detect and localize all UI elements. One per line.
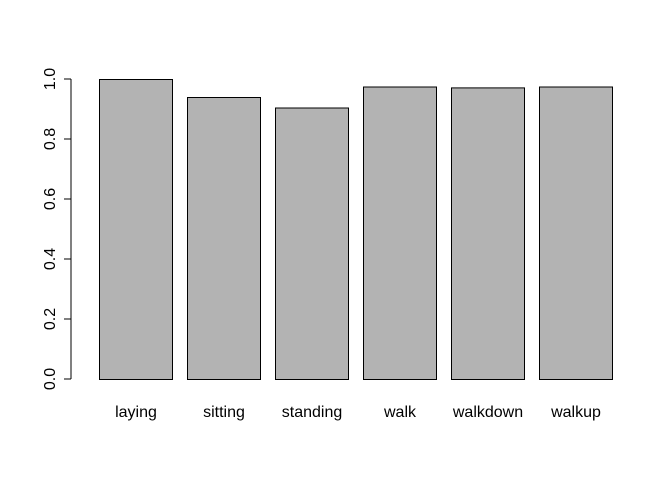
x-axis-labels: laying sitting standing walk walkdown walkup xyxy=(115,404,601,421)
x-tick-label-standing: standing xyxy=(282,404,343,421)
bar-walkup xyxy=(539,86,613,380)
bar-standing xyxy=(275,107,349,380)
bar-laying xyxy=(99,79,173,380)
y-tick-label: 0.0 xyxy=(42,368,59,390)
x-tick-label-laying: laying xyxy=(115,404,157,421)
bar-sitting xyxy=(187,97,261,380)
x-tick-label-walk: walk xyxy=(383,404,417,421)
y-tick-label: 0.4 xyxy=(42,248,59,270)
x-tick-label-walkdown: walkdown xyxy=(452,404,523,421)
y-tick-label: 0.6 xyxy=(42,188,59,210)
y-tick-label: 1.0 xyxy=(42,68,59,90)
bar-walkdown xyxy=(451,87,525,381)
x-tick-label-walkup: walkup xyxy=(550,404,601,421)
y-axis: 0.0 0.2 0.4 0.6 0.8 1.0 xyxy=(42,68,72,390)
x-tick-label-sitting: sitting xyxy=(203,404,245,421)
y-tick-label: 0.8 xyxy=(42,128,59,150)
bar-walk xyxy=(363,86,437,380)
y-tick-label: 0.2 xyxy=(42,308,59,330)
bars-group xyxy=(99,79,613,381)
